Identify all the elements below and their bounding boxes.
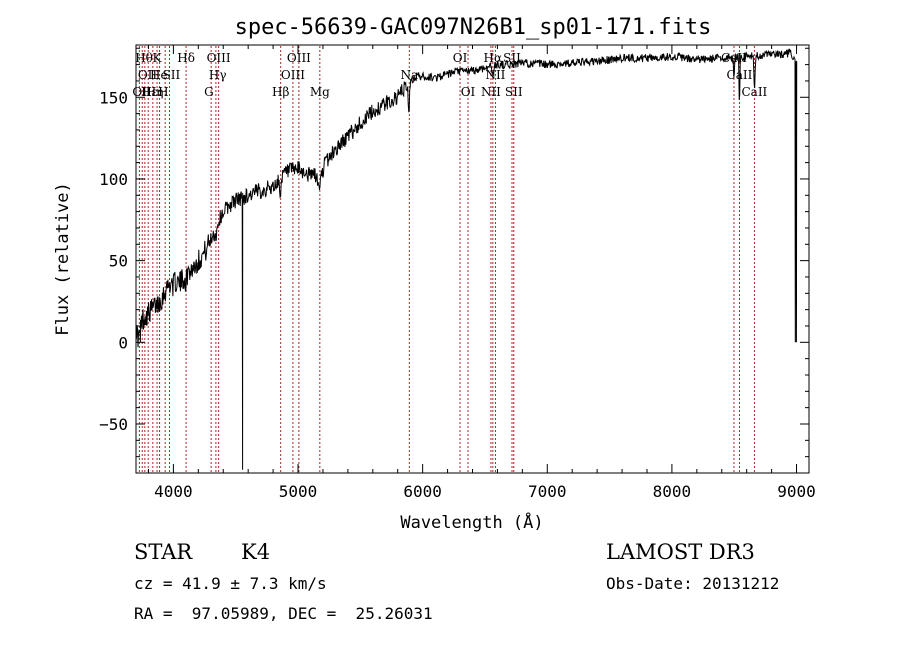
object-class: STAR — [134, 540, 193, 564]
line-marker-label-0: OII — [132, 85, 152, 99]
x-axis-ticks: 4000 5000 6000 7000 8000 9000 — [147, 45, 816, 501]
object-subclass: K4 — [241, 540, 270, 564]
y-tick-label-0: −50 — [99, 415, 128, 434]
line-marker-label-5: He — [150, 68, 168, 82]
x-tick-label-1: 5000 — [279, 482, 318, 501]
line-marker-label-2: OII — [138, 68, 158, 82]
chart-title: spec-56639-GAC097N26B1_sp01-171.fits — [235, 15, 712, 40]
line-marker-label-3: Hε — [141, 85, 158, 99]
y-tick-label-1: 0 — [118, 333, 128, 352]
line-marker-label-11: Hγ — [209, 68, 227, 82]
line-markers — [138, 46, 755, 472]
x-tick-label-5: 9000 — [777, 482, 816, 501]
line-marker-label-14: OIII — [281, 68, 305, 82]
line-marker-label-6: K — [153, 51, 163, 65]
x-tick-label-0: 4000 — [154, 482, 193, 501]
y-tick-label-3: 100 — [99, 170, 128, 189]
line-marker-label-24: SII — [505, 85, 523, 99]
line-marker-label-4: Hη — [146, 85, 164, 99]
line-marker-label-13: Hβ — [272, 85, 289, 99]
survey-name: LAMOST DR3 — [606, 540, 755, 564]
x-axis-label: Wavelength (Å) — [400, 511, 543, 533]
observation-date: Obs-Date: 20131212 — [606, 574, 779, 593]
line-marker-label-15: OIII — [287, 51, 311, 65]
line-marker-label-22: NII — [485, 68, 505, 82]
y-tick-label-2: 50 — [109, 252, 128, 271]
redshift-cz: cz = 41.9 ± 7.3 km/s — [134, 574, 327, 593]
line-marker-label-19: OI — [461, 85, 476, 99]
line-marker-label-20: NII — [481, 85, 501, 99]
line-marker-label-9: Hδ — [177, 51, 195, 65]
spectrum — [135, 48, 798, 470]
y-tick-label-4: 150 — [99, 88, 128, 107]
x-tick-label-3: 7000 — [528, 482, 567, 501]
x-tick-label-2: 6000 — [403, 482, 442, 501]
coordinates: RA = 97.05989, DEC = 25.26031 — [134, 604, 433, 623]
line-marker-label-7: H — [158, 85, 168, 99]
plot-frame — [135, 44, 810, 474]
line-marker-label-21: Hα — [484, 51, 503, 65]
line-marker-label-18: OI — [453, 51, 468, 65]
line-marker-label-12: OIII — [207, 51, 231, 65]
spectrum-line — [135, 48, 798, 470]
y-axis-label: Flux (relative) — [53, 182, 73, 336]
line-marker-label-16: Mg — [310, 85, 330, 99]
x-tick-label-4: 8000 — [653, 482, 692, 501]
y-axis-ticks: −50 0 50 100 150 — [99, 47, 809, 458]
line-marker-label-27: CaII — [741, 85, 767, 99]
line-marker-label-10: G — [204, 85, 214, 99]
line-marker-label-8: SII — [163, 68, 181, 82]
line-marker-labels: OIIHθOIIHεHηHeKHSIIHδGHγOIIIHβOIIIOIIIMg… — [132, 51, 767, 99]
line-marker-label-1: Hθ — [135, 51, 153, 65]
